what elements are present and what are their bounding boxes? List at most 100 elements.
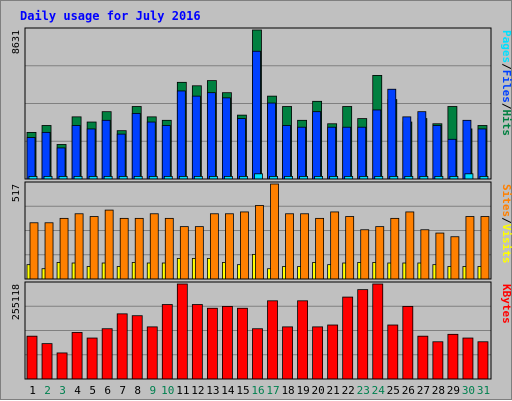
- sites-bar: [300, 213, 309, 280]
- sites-bar: [104, 209, 114, 280]
- pages-bar: [464, 173, 474, 180]
- kbytes-bar: [206, 307, 218, 380]
- hits-panel: 8631 Pages/Files/Hits: [11, 27, 512, 180]
- kbytes-bar: [101, 328, 113, 380]
- files-bar: [206, 92, 216, 180]
- kbytes-bar: [146, 326, 158, 380]
- sites-bar: [29, 222, 39, 280]
- kbytes-bar: [432, 341, 444, 380]
- files-bar: [372, 109, 382, 180]
- files-bar: [56, 147, 66, 180]
- x-tick-label: 6: [104, 384, 111, 397]
- side-label-separator: /: [500, 217, 512, 224]
- x-tick-label: 26: [402, 384, 415, 397]
- sites-bar: [390, 217, 400, 280]
- kbytes-bar: [477, 341, 489, 380]
- side-label-pages: Pages: [500, 30, 512, 63]
- files-bar: [161, 125, 171, 180]
- files-bar: [222, 97, 231, 180]
- kbytes-bar: [71, 332, 83, 380]
- x-tick-label: 23: [357, 384, 370, 397]
- sites-bar: [345, 216, 355, 280]
- sites-bar: [209, 213, 219, 280]
- kbytes-panel: 255118 KBytes: [11, 281, 512, 380]
- sites-bar: [270, 183, 279, 280]
- kbytes-bar: [41, 343, 53, 380]
- x-tick-label: 18: [281, 384, 294, 397]
- sites-bar: [450, 236, 460, 280]
- kbytes-bar: [161, 304, 173, 380]
- files-bar: [477, 128, 487, 180]
- sites-bar: [375, 226, 385, 280]
- sites-bar: [119, 217, 129, 280]
- kbytes-bar: [417, 335, 429, 380]
- x-tick-label: 8: [134, 384, 141, 397]
- sites-bar: [74, 213, 84, 280]
- files-bar: [417, 111, 427, 180]
- sites-bar: [420, 229, 430, 280]
- x-tick-label: 22: [342, 384, 355, 397]
- files-bar: [237, 118, 246, 180]
- sites-bar: [225, 213, 234, 280]
- files-bar: [282, 125, 291, 180]
- kbytes-bar: [26, 335, 38, 380]
- visits-side-label: Sites/Visits: [500, 184, 512, 264]
- files-bar: [387, 88, 397, 180]
- files-bar: [267, 102, 276, 180]
- sites-bar: [240, 211, 249, 280]
- sites-bar: [149, 213, 159, 280]
- sites-bar: [360, 229, 370, 280]
- pages-bar: [254, 173, 263, 180]
- kbytes-bar: [342, 296, 354, 380]
- files-bar: [146, 121, 156, 180]
- x-tick-label: 2: [44, 384, 51, 397]
- files-bar: [71, 125, 81, 180]
- side-label-separator: /: [500, 63, 512, 70]
- files-bar: [432, 125, 442, 180]
- hits-panel-border: [24, 27, 492, 180]
- files-bar: [342, 126, 352, 180]
- kbytes-bar: [282, 326, 293, 380]
- kbytes-bar: [252, 328, 263, 380]
- sites-bar: [44, 222, 54, 280]
- kbytes-bar: [357, 289, 369, 380]
- kbytes-side-label: KBytes: [500, 284, 512, 324]
- sites-bar: [89, 216, 99, 280]
- chart-title: Daily usage for July 2016: [20, 9, 201, 23]
- x-tick-label: 19: [296, 384, 309, 397]
- files-bar: [176, 90, 186, 180]
- x-tick-label: 3: [59, 384, 66, 397]
- visits-panel-border: [24, 181, 492, 280]
- files-bar: [447, 138, 457, 180]
- kbytes-bar: [462, 337, 474, 380]
- files-bar: [357, 126, 367, 180]
- kbytes-bar: [86, 337, 98, 380]
- kbytes-bar: [387, 324, 399, 380]
- files-bar: [116, 133, 126, 180]
- sites-bar: [315, 217, 325, 280]
- files-bar: [86, 128, 96, 180]
- files-bar: [462, 119, 472, 180]
- x-tick-label: 16: [251, 384, 264, 397]
- sites-bar: [134, 217, 144, 280]
- kbytes-bar: [191, 304, 203, 380]
- sites-bar: [285, 213, 294, 280]
- x-tick-label: 15: [236, 384, 249, 397]
- kbytes-panel-border: [24, 281, 492, 380]
- files-bar: [312, 111, 322, 180]
- kbytes-bar: [237, 307, 248, 380]
- side-label-separator: /: [500, 103, 512, 110]
- sites-bar: [194, 226, 204, 280]
- x-tick-label: 5: [89, 384, 96, 397]
- sites-bar: [164, 217, 174, 280]
- sites-bar: [179, 226, 189, 280]
- x-tick-label: 10: [161, 384, 174, 397]
- x-tick-label: 27: [417, 384, 430, 397]
- x-tick-label: 17: [266, 384, 279, 397]
- x-tick-label: 24: [372, 384, 386, 397]
- side-label-hits: Hits: [500, 110, 512, 137]
- kbytes-bar: [56, 352, 68, 380]
- hits-side-label: Pages/Files/Hits: [500, 30, 512, 136]
- kbytes-bar: [176, 283, 188, 380]
